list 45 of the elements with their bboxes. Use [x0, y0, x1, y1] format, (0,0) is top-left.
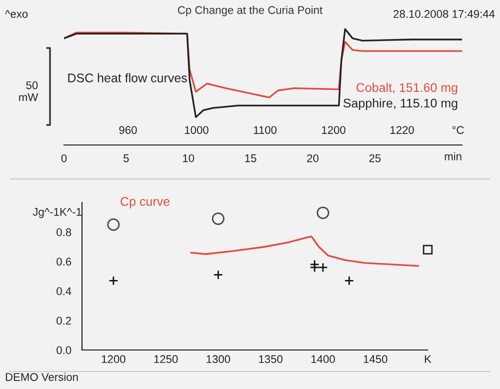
- point: [213, 270, 224, 280]
- series-label: Cobalt, 151.60 mg: [356, 82, 458, 94]
- annotation: 1200: [322, 126, 346, 134]
- x-tick-label: 15: [245, 154, 256, 162]
- x-tick-label: 1450: [364, 355, 388, 364]
- point: [107, 218, 120, 231]
- x-tick-label: 1300: [206, 355, 230, 364]
- text: Cp curve: [120, 197, 170, 208]
- point: [422, 244, 433, 255]
- text: 28.10.2008 17:49:44: [394, 10, 495, 18]
- y-tick-label: 0.6: [56, 258, 72, 266]
- y-tick-label: 0.2: [56, 316, 72, 325]
- x-tick-label: 1350: [259, 355, 283, 364]
- point: [316, 206, 330, 220]
- x-tick-label: 10: [183, 154, 194, 162]
- point: [212, 212, 224, 225]
- annotation: 1220: [390, 126, 414, 134]
- annotation: 1100: [254, 126, 277, 134]
- line-series: [190, 236, 420, 267]
- annotation: 960: [119, 126, 137, 134]
- chart-title: Cp Change at the Curia Point: [178, 6, 322, 16]
- y-tick-label: 0.0: [56, 346, 72, 354]
- y-tick-label: 0.8: [56, 228, 72, 236]
- series-label: Sapphire, 115.10 mg: [343, 98, 458, 110]
- x-tick-label: 5: [124, 154, 129, 162]
- x-tick-label: 25: [369, 154, 381, 162]
- y-axis-title: Jg^-1K^-1: [32, 208, 82, 218]
- y-tick-label: 0.4: [56, 287, 72, 296]
- x-tick-label: 1250: [154, 355, 178, 364]
- x-axis-title: min: [444, 152, 462, 160]
- x-tick-label: 1400: [311, 355, 335, 364]
- text: ^exo: [5, 10, 28, 18]
- x-tick-label: K: [424, 355, 432, 363]
- annotation: °C: [452, 126, 464, 134]
- text: 50 mW: [19, 81, 38, 102]
- x-tick-label: 1200: [102, 355, 126, 364]
- x-tick-label: 0: [61, 154, 67, 162]
- point: [318, 262, 328, 272]
- point: [310, 262, 320, 272]
- point: [108, 276, 118, 286]
- point: [344, 276, 354, 286]
- annotation: DSC heat flow curves: [68, 73, 187, 82]
- text: DEMO Version: [6, 372, 78, 381]
- annotation: 1000: [184, 126, 208, 134]
- x-tick-label: 20: [307, 154, 318, 162]
